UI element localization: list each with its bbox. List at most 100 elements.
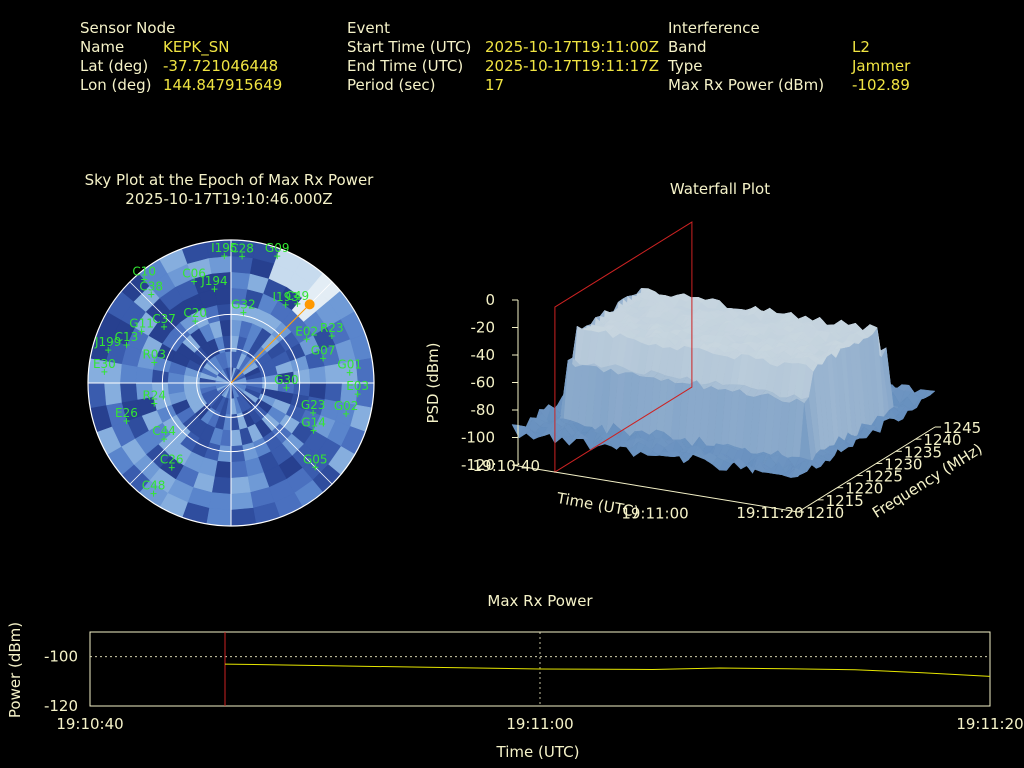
satellite-label: I195 <box>211 241 237 255</box>
frequency-tick-label: 1235 <box>904 443 942 461</box>
satellite-label: E30 <box>93 357 116 371</box>
satellite-marker <box>138 328 145 335</box>
event-start-value: 2025-10-17T19:11:00Z <box>485 38 659 56</box>
satellite-label: J199 <box>94 335 121 349</box>
time-tick-label: 19:10:40 <box>473 457 540 475</box>
satellite-label: E03 <box>346 379 369 393</box>
satellite-marker <box>101 368 108 375</box>
event-period-value: 17 <box>485 76 505 94</box>
sky-cell <box>230 507 257 526</box>
sensor-lon-value: 144.847915649 <box>163 76 283 94</box>
satellite-marker <box>151 359 158 366</box>
power-yaxis-label: Power (dBm) <box>6 622 24 718</box>
waterfall-title: Waterfall Plot <box>669 180 771 198</box>
satellite-marker <box>346 369 353 376</box>
satellite-marker <box>310 409 317 416</box>
waterfall-axes: 0 -20 -40 -60 -80 -100 -120 PSD (dBm) 19:10:40 19… <box>424 291 986 523</box>
satellite-marker <box>105 347 112 354</box>
event-end-value: 2025-10-17T19:11:17Z <box>485 57 659 75</box>
sensor-heading: Sensor Node <box>80 19 176 37</box>
satellite-marker <box>354 391 361 398</box>
power-xtick-label: 19:11:00 <box>506 715 573 733</box>
interference-power-value: -102.89 <box>852 76 910 94</box>
sensor-name-label: Name <box>80 38 125 56</box>
satellite-marker <box>150 490 157 497</box>
satellite-label: E26 <box>115 406 138 420</box>
sensor-name-value: KEPK_SN <box>163 38 230 56</box>
satellite-label: G09 <box>265 241 290 255</box>
interference-heading: Interference <box>668 19 760 37</box>
psd-tick-label: -80 <box>471 401 496 419</box>
frequency-tick-label: 1225 <box>865 468 903 486</box>
satellite-marker <box>191 278 198 285</box>
psd-axis-label: PSD (dBm) <box>424 342 442 423</box>
satellite-label: J194 <box>200 274 227 288</box>
sky-plot-title: Sky Plot at the Epoch of Max Rx Power <box>84 171 374 189</box>
satellite-label: C48 <box>142 479 166 493</box>
frequency-tick-label: 1210 <box>806 504 844 522</box>
satellite-label: C37 <box>152 312 176 326</box>
satellite-marker <box>343 410 350 417</box>
satellite-label: G07 <box>311 343 336 357</box>
sensor-lat-label: Lat (deg) <box>80 57 149 75</box>
satellite-marker <box>294 300 301 307</box>
event-period-label: Period (sec) <box>347 76 436 94</box>
time-tick-label: 19:11:00 <box>621 505 688 523</box>
interference-band-label: Band <box>668 38 707 56</box>
satellite-label: G11 <box>129 316 154 330</box>
satellite-label: G05 <box>303 452 328 466</box>
psd-tick-label: -40 <box>471 346 496 364</box>
satellite-marker <box>168 464 175 471</box>
satellite-label: C10 <box>132 265 156 279</box>
waterfall-surface <box>511 221 936 478</box>
satellite-marker <box>148 291 155 298</box>
interference-type-label: Type <box>668 57 703 75</box>
satellite-marker <box>239 253 246 260</box>
satellite-label: C44 <box>152 424 176 438</box>
satellite-label: G02 <box>334 399 359 413</box>
frequency-tick-label: 1230 <box>884 455 922 473</box>
power-line <box>224 663 991 677</box>
jammer-marker <box>304 299 315 310</box>
psd-tick-label: 0 <box>485 291 495 309</box>
satellite-marker <box>221 253 228 260</box>
epoch-plane <box>554 221 693 473</box>
frequency-tick-label: 1240 <box>923 431 961 449</box>
satellite-label: C49 <box>286 289 310 303</box>
satellite-marker <box>141 276 148 283</box>
time-axis <box>511 464 799 513</box>
sensor-lat-value: -37.721046448 <box>163 57 279 75</box>
frequency-tick-label: 1220 <box>845 480 883 498</box>
satellite-label: G14 <box>301 416 326 430</box>
interference-band-value: L2 <box>852 38 870 56</box>
sensor-lon-label: Lon (deg) <box>80 76 152 94</box>
satellite-label: E02 <box>295 324 318 338</box>
psd-tick-label: -100 <box>461 429 495 447</box>
satellite-marker <box>274 253 281 260</box>
satellite-marker <box>192 318 199 325</box>
satellite-label: G32 <box>231 298 256 312</box>
satellite-label: I193 <box>272 290 298 304</box>
time-tick-label: 19:11:20 <box>736 504 803 522</box>
satellite-label: G30 <box>274 373 299 387</box>
frequency-axis <box>797 426 936 513</box>
satellite-marker <box>312 464 319 471</box>
sky-plot-subtitle: 2025-10-17T19:10:46.000Z <box>125 190 333 208</box>
event-end-label: End Time (UTC) <box>347 57 464 75</box>
interference-type-value: Jammer <box>852 57 911 75</box>
satellite-marker <box>240 309 247 316</box>
sky-cell <box>88 382 107 409</box>
satellite-marker <box>310 427 317 434</box>
satellite-label: R24 <box>142 389 166 403</box>
satellite-label: R23 <box>320 321 344 335</box>
satellite-label: C20 <box>183 306 207 320</box>
satellite-label: G23 <box>301 398 326 412</box>
satellite-label: R03 <box>142 347 166 361</box>
satellite-marker <box>151 400 158 407</box>
satellite-marker <box>211 286 218 293</box>
satellite-label: C38 <box>139 279 163 293</box>
